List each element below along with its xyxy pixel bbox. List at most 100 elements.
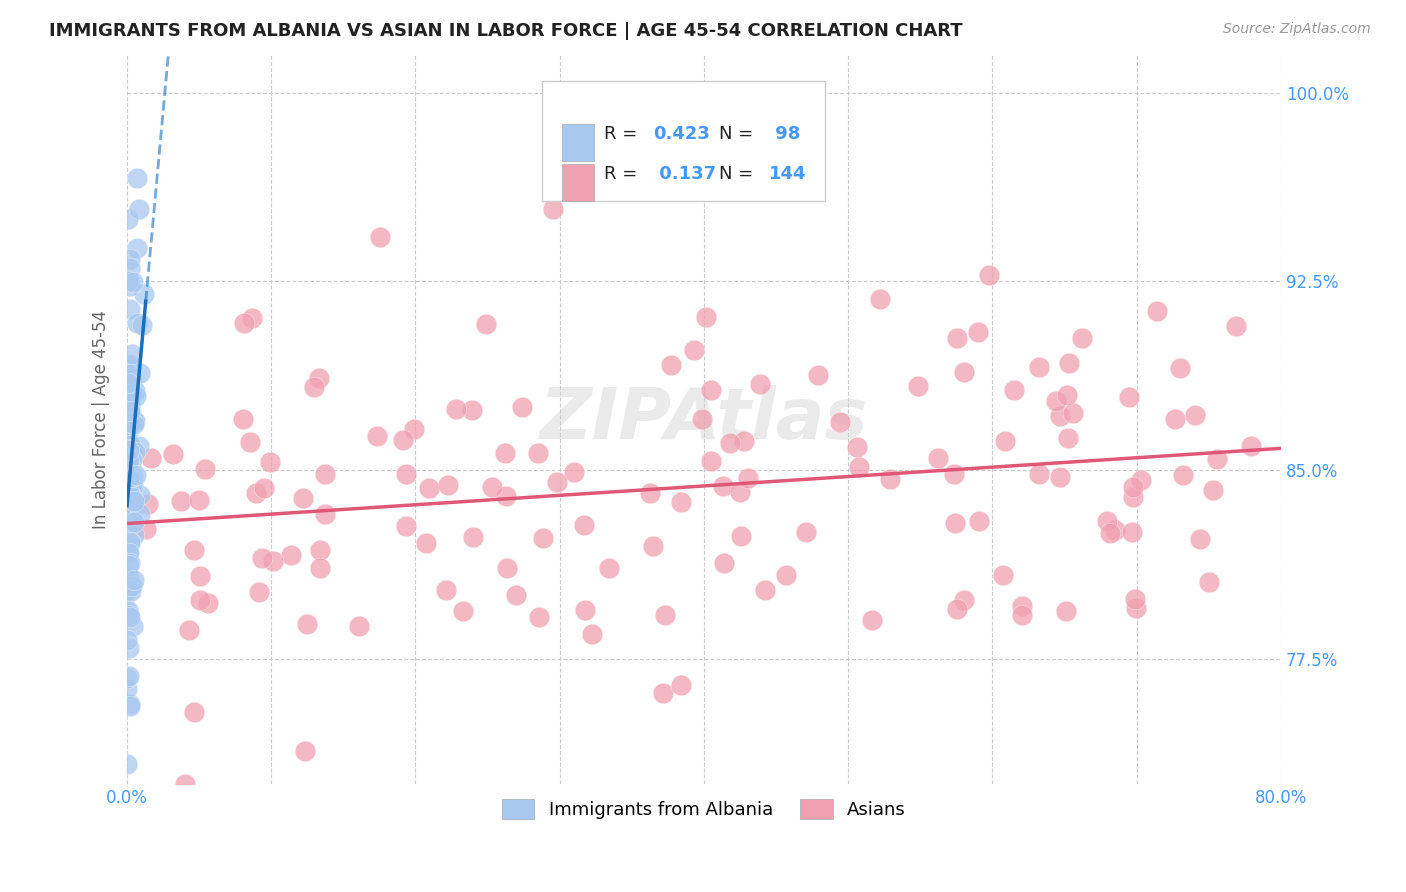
Point <box>128 507 150 521</box>
Point <box>641 539 664 553</box>
Point <box>1049 470 1071 484</box>
Point <box>162 447 184 461</box>
Point <box>118 546 141 560</box>
Point <box>117 671 139 685</box>
Point <box>245 486 267 500</box>
Point <box>120 394 142 409</box>
Point <box>1059 356 1081 370</box>
Point <box>118 641 141 656</box>
Point <box>1184 409 1206 423</box>
Point <box>967 325 990 339</box>
Point <box>118 608 141 623</box>
Point <box>128 438 150 452</box>
Text: N =: N = <box>718 165 759 183</box>
Point <box>848 460 870 475</box>
Point <box>991 568 1014 582</box>
Point <box>394 518 416 533</box>
Bar <box>562 124 595 161</box>
Point <box>659 358 682 372</box>
Point <box>118 417 141 432</box>
Point <box>120 406 142 420</box>
Point <box>125 388 148 402</box>
Point <box>368 230 391 244</box>
Point <box>531 531 554 545</box>
Point <box>953 365 976 379</box>
Point <box>122 494 145 508</box>
Point <box>118 361 141 376</box>
Point <box>845 440 868 454</box>
Point <box>120 491 142 505</box>
Point <box>581 627 603 641</box>
Point <box>308 371 330 385</box>
Point <box>121 477 143 491</box>
Point <box>1173 467 1195 482</box>
Point <box>314 507 336 521</box>
Point <box>118 260 141 275</box>
Point <box>574 603 596 617</box>
Point <box>117 467 139 482</box>
Point <box>132 287 155 301</box>
Point <box>239 435 262 450</box>
Point <box>121 453 143 467</box>
Point <box>1104 524 1126 538</box>
Point <box>232 412 254 426</box>
Point <box>475 317 498 331</box>
Point <box>117 274 139 288</box>
Legend: Immigrants from Albania, Asians: Immigrants from Albania, Asians <box>495 792 912 827</box>
Point <box>1011 599 1033 613</box>
Point <box>120 583 142 598</box>
Point <box>122 528 145 542</box>
Point <box>122 414 145 428</box>
Point <box>118 389 141 403</box>
Point <box>682 343 704 358</box>
Point <box>121 384 143 399</box>
Point <box>117 422 139 436</box>
Point <box>121 347 143 361</box>
Point <box>1062 407 1084 421</box>
Point <box>879 472 901 486</box>
Point <box>117 522 139 536</box>
Point <box>700 383 723 397</box>
Point <box>259 455 281 469</box>
Point <box>496 561 519 575</box>
Text: ZIPAtlas: ZIPAtlas <box>540 385 869 454</box>
Point <box>671 495 693 509</box>
Point <box>1028 467 1050 481</box>
Point <box>869 292 891 306</box>
Point <box>124 413 146 427</box>
Point <box>292 491 315 506</box>
Point <box>117 274 139 288</box>
Point <box>461 530 484 544</box>
Point <box>240 310 263 325</box>
Point <box>733 434 755 449</box>
Point <box>994 434 1017 448</box>
Point <box>1225 319 1247 334</box>
Point <box>314 467 336 481</box>
Point <box>907 378 929 392</box>
Point <box>122 497 145 511</box>
Point <box>233 317 256 331</box>
Point <box>1129 473 1152 487</box>
Point <box>794 525 817 540</box>
Text: N =: N = <box>718 125 759 143</box>
Point <box>117 604 139 618</box>
Point <box>437 478 460 492</box>
Point <box>118 484 141 499</box>
Point <box>654 607 676 622</box>
Point <box>117 371 139 385</box>
Point <box>118 472 141 486</box>
Text: 98: 98 <box>769 125 800 143</box>
Point <box>946 331 969 345</box>
Point <box>749 376 772 391</box>
Point <box>121 373 143 387</box>
Point <box>461 402 484 417</box>
Point <box>1125 600 1147 615</box>
Point <box>117 757 139 772</box>
Point <box>117 358 139 372</box>
Point <box>1095 514 1118 528</box>
Point <box>718 435 741 450</box>
Point <box>117 376 139 391</box>
Point <box>754 583 776 598</box>
Point <box>118 385 141 400</box>
Point <box>638 485 661 500</box>
